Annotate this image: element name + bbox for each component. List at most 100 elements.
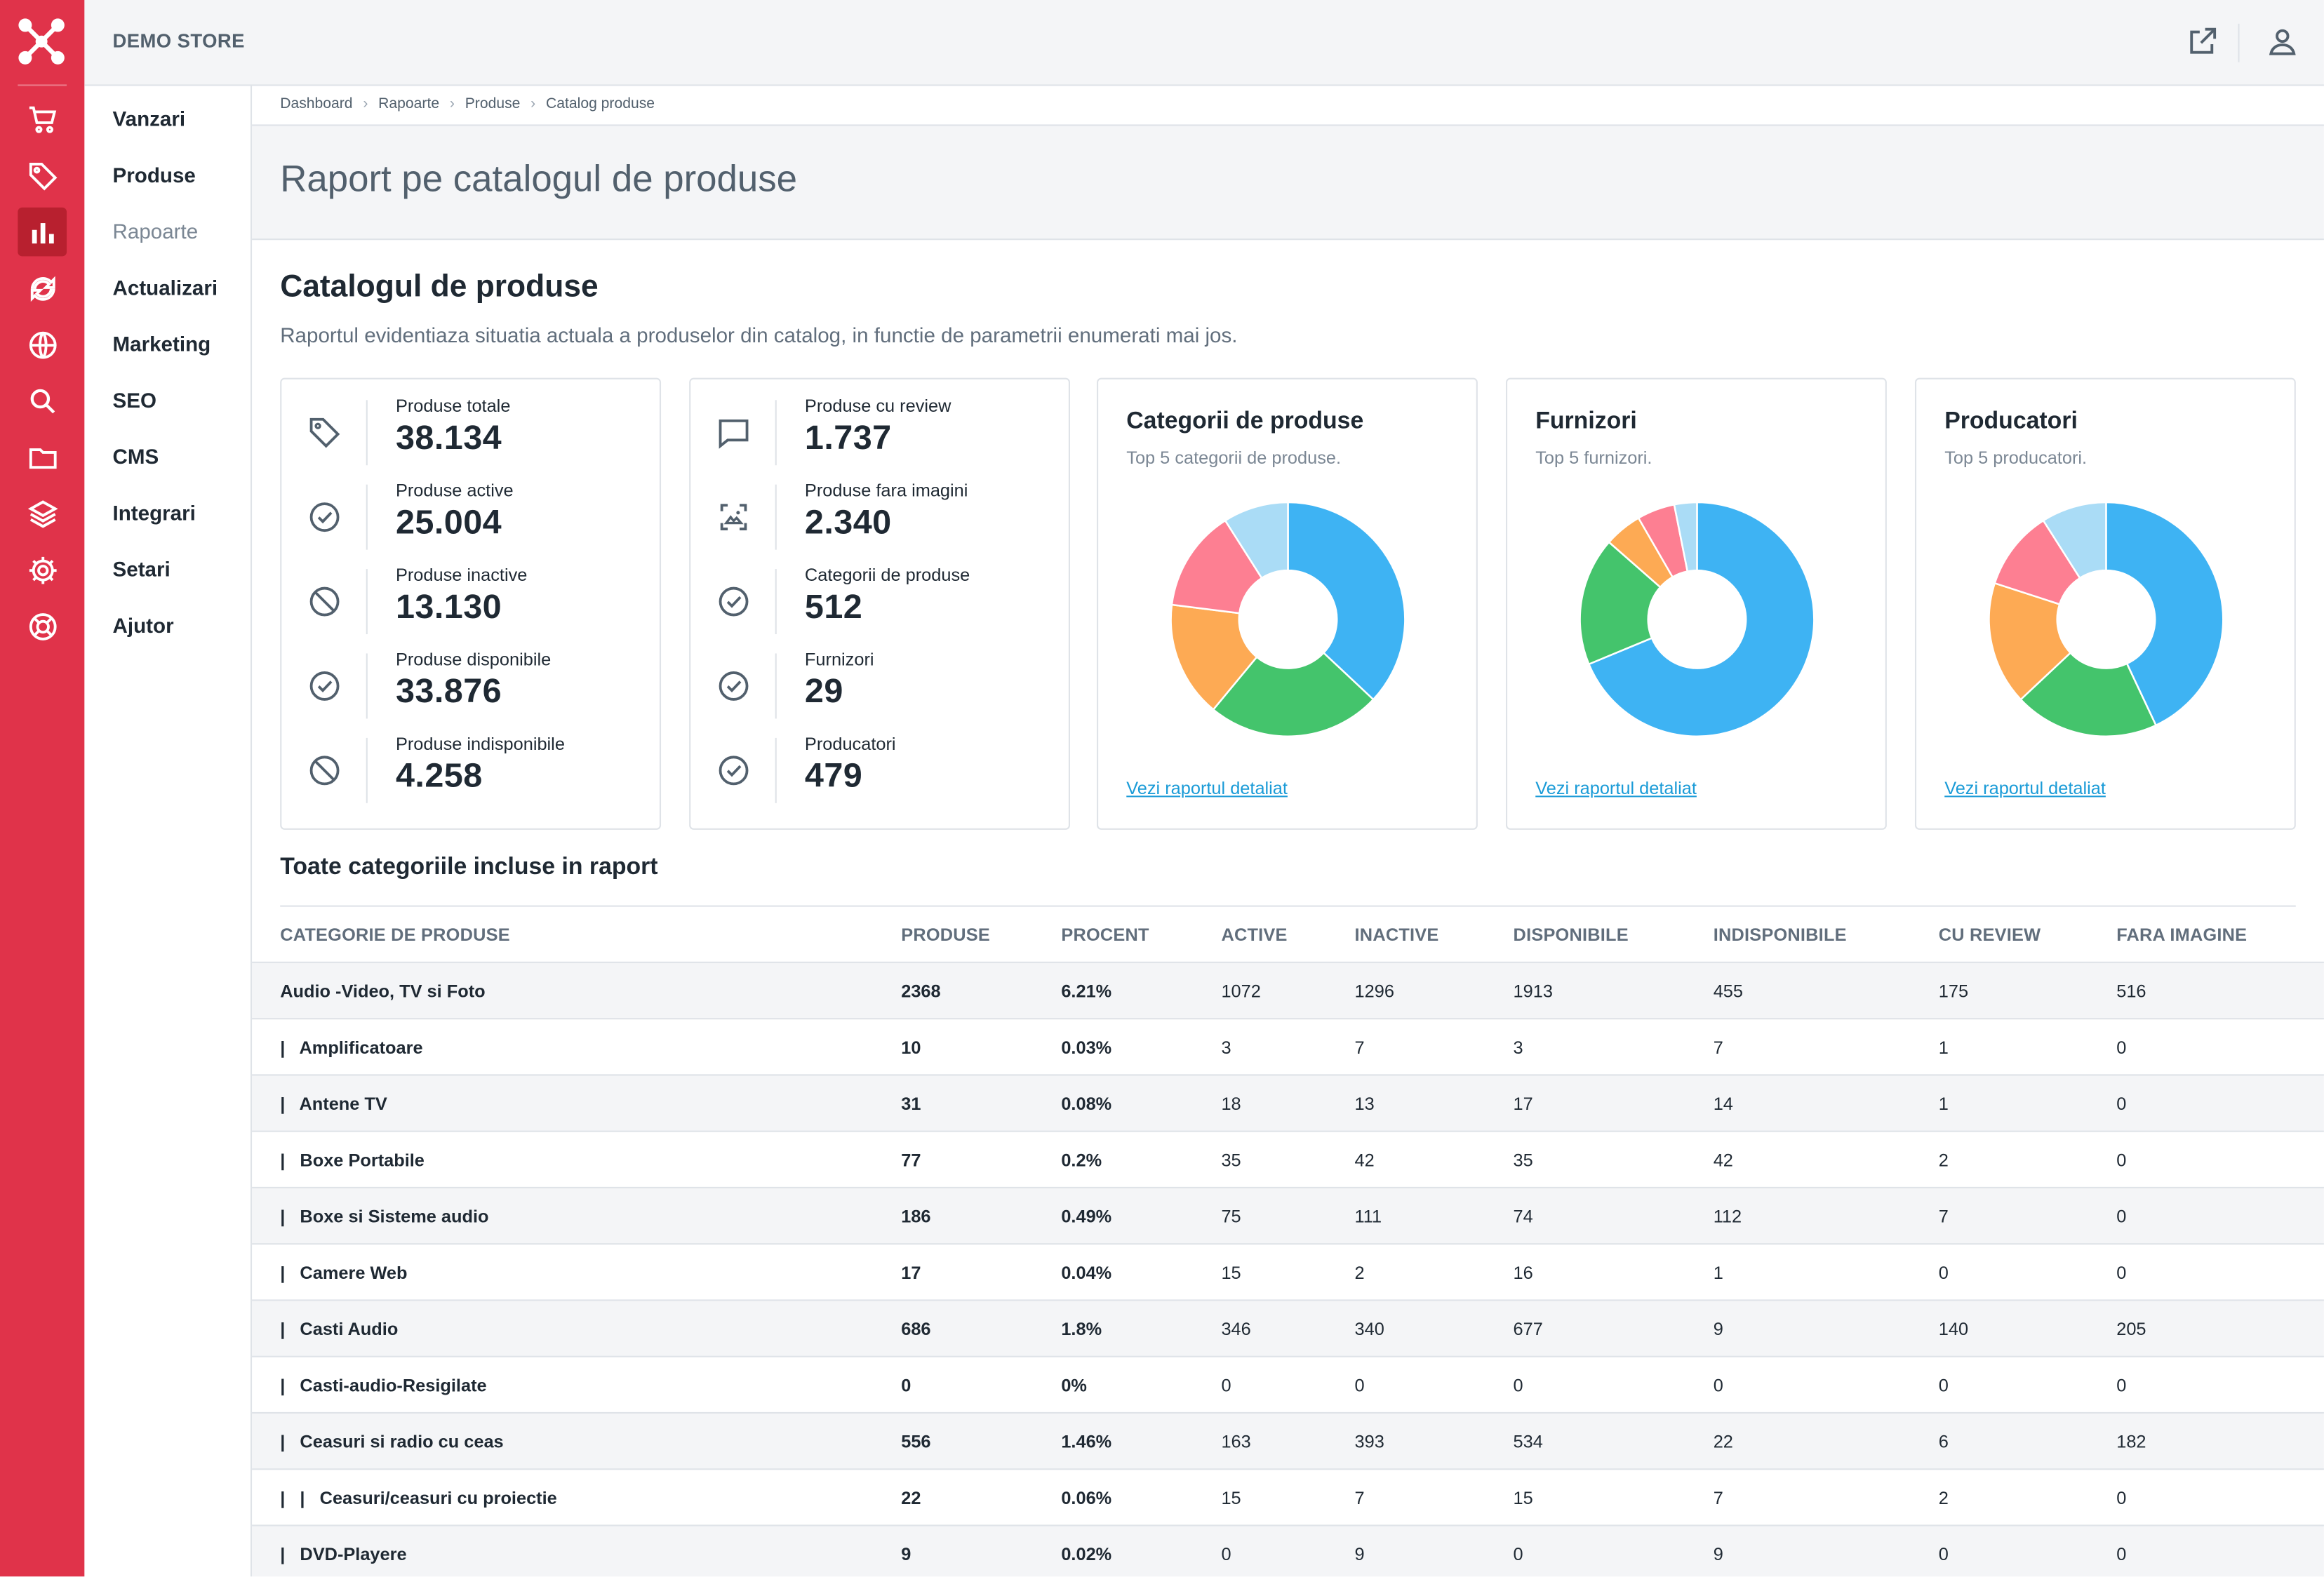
check-circle-icon [719,671,749,701]
pie-slice[interactable] [1587,501,1815,738]
check-circle-icon [309,502,340,532]
table-cell: 75 [1221,1206,1241,1227]
stat-row: Produse indisponibile 4.258 [281,734,660,818]
rail-settings[interactable] [18,545,67,594]
pie-card-title: Producatori [1944,408,2078,434]
column-header[interactable]: ACTIVE [1221,925,1288,946]
stat-value: 4.258 [395,756,483,795]
nav-item-vanzari[interactable]: Vanzari [112,107,186,130]
table-row[interactable]: | | Ceasuri/ceasuri cu proiectie 22 0.06% 1… [252,1468,2324,1524]
table-row[interactable]: | Boxe si Sisteme audio 186 0.49% 75 111 74 11… [252,1186,2324,1244]
table-cell: 9 [1713,1318,1723,1340]
nav-item-actualizari[interactable]: Actualizari [112,275,218,300]
breadcrumb-item[interactable]: Dashboard [280,96,353,113]
pie-slice[interactable] [1287,501,1406,701]
table-cell: 0 [1938,1375,1949,1396]
rail-seo[interactable] [18,376,67,425]
pie-card-manufacturers: Producatori Top 5 producatori. Vezi raport… [1914,377,2296,830]
column-header[interactable]: CU REVIEW [1938,925,2041,946]
layers-icon [27,499,58,528]
detailed-report-link[interactable]: Vezi raportul detaliat [1535,777,1697,799]
table-row[interactable]: | Ceasuri si radio cu ceas 556 1.46% 163 393… [252,1411,2324,1469]
column-header[interactable]: FARA IMAGINE [2116,925,2248,946]
table-row[interactable]: Audio -Video, TV si Foto 2368 6.21% 1072 129… [252,961,2324,1019]
detailed-report-link[interactable]: Vezi raportul detaliat [1944,777,2106,799]
table-row[interactable]: | Boxe Portabile 77 0.2% 35 42 35 42 2 0 [252,1130,2324,1187]
category-name: | Amplificatoare [280,1037,423,1059]
table-row[interactable]: | Casti Audio 686 1.8% 346 340 677 9 140 205 [252,1299,2324,1356]
table-cell: 455 [1713,981,1744,1002]
table-cell: 35 [1221,1150,1241,1171]
nav-item-setari[interactable]: Setari [112,557,171,581]
rail-sales[interactable] [18,95,67,144]
table-row[interactable]: | Antene TV 31 0.08% 18 13 17 14 1 0 [252,1074,2324,1131]
table-cell: 0 [1513,1375,1523,1396]
table-cell: 111 [1354,1206,1382,1227]
rail-updates[interactable] [18,264,67,313]
column-header[interactable]: INACTIVE [1354,925,1439,946]
nav-item-cms[interactable]: CMS [112,444,159,469]
external-link-icon[interactable] [2186,25,2218,58]
rail-help[interactable] [18,602,67,651]
table-cell: 0.06% [1061,1487,1112,1509]
table-cell: 0 [2116,1037,2127,1059]
pie-card-title: Furnizori [1535,408,1637,434]
pie-slice[interactable] [1170,603,1258,711]
block-icon [309,586,340,617]
pie-slice[interactable] [2042,501,2107,579]
chevron-right-icon: › [449,96,455,113]
table-title: Toate categoriile incluse in raport [280,854,658,880]
breadcrumb-item[interactable]: Produse [465,96,521,113]
table-cell: 7 [1354,1037,1365,1059]
table-row[interactable]: | Camere Web 17 0.04% 15 2 16 1 0 0 [252,1243,2324,1299]
breadcrumb-item: Catalog produse [546,96,655,113]
table-row[interactable]: | Amplificatoare 10 0.03% 3 7 3 7 1 0 [252,1018,2324,1074]
column-header[interactable]: PRODUSE [901,925,991,946]
table-cell: 17 [901,1262,921,1284]
stat-row: Produse cu review 1.737 [690,396,1069,480]
nav-item-seo[interactable]: SEO [112,388,157,412]
nav-item-ajutor[interactable]: Ajutor [112,613,174,638]
table-row[interactable]: | Casti-audio-Resigilate 0 0% 0 0 0 0 0 0 [252,1355,2324,1412]
pie-slice[interactable] [2105,501,2224,727]
rail-products[interactable] [18,151,67,200]
table-row[interactable]: | DVD-Playere 9 0.02% 0 9 0 9 0 0 [252,1524,2324,1577]
nav-item-integrari[interactable]: Integrari [112,500,196,525]
donut-chart [1579,501,1815,738]
pie-slice[interactable] [2019,651,2158,738]
breadcrumb-item[interactable]: Rapoarte [378,96,440,113]
pie-slice[interactable] [1224,501,1289,579]
nav-item-produse[interactable]: Produse [112,163,196,187]
table-cell: 112 [1713,1206,1742,1227]
column-header[interactable]: INDISPONIBILE [1713,925,1847,946]
category-name: | | Ceasuri/ceasuri cu proiectie [280,1487,557,1509]
column-header[interactable]: DISPONIBILE [1513,925,1629,946]
rail-reports[interactable] [18,207,67,257]
detailed-report-link[interactable]: Vezi raportul detaliat [1126,777,1288,799]
pie-slice[interactable] [1212,651,1375,738]
column-header[interactable]: PROCENT [1061,925,1149,946]
stat-row: Produse inactive 13.130 [281,565,660,649]
nav-item-rapoarte[interactable]: Rapoarte [112,219,199,243]
rail-marketing[interactable] [18,320,67,369]
pie-card-subtitle: Top 5 producatori. [1944,447,2088,469]
table-cell: 686 [901,1318,931,1340]
pie-card-suppliers: Furnizori Top 5 furnizori. Vezi raportul d… [1505,377,1887,830]
pie-slice[interactable] [1988,582,2072,701]
stat-row: Produse totale 38.134 [281,396,660,480]
cart-icon [28,105,56,133]
pie-slice[interactable] [1673,501,1698,573]
rail-cms[interactable] [18,433,67,482]
stat-label: Produse active [395,480,514,501]
column-header[interactable]: CATEGORIE DE PRODUSE [280,925,510,946]
nav-item-marketing[interactable]: Marketing [112,332,211,356]
category-name: | Camere Web [280,1262,408,1284]
table-cell: 140 [1938,1318,1969,1340]
globe-icon [28,330,56,358]
donut-chart [1170,501,1406,738]
user-icon[interactable] [2266,25,2299,58]
rail-integrations[interactable] [18,489,67,538]
pie-slice[interactable] [1579,541,1662,666]
table-cell: 0.03% [1061,1037,1112,1059]
logo-icon[interactable] [18,18,65,65]
